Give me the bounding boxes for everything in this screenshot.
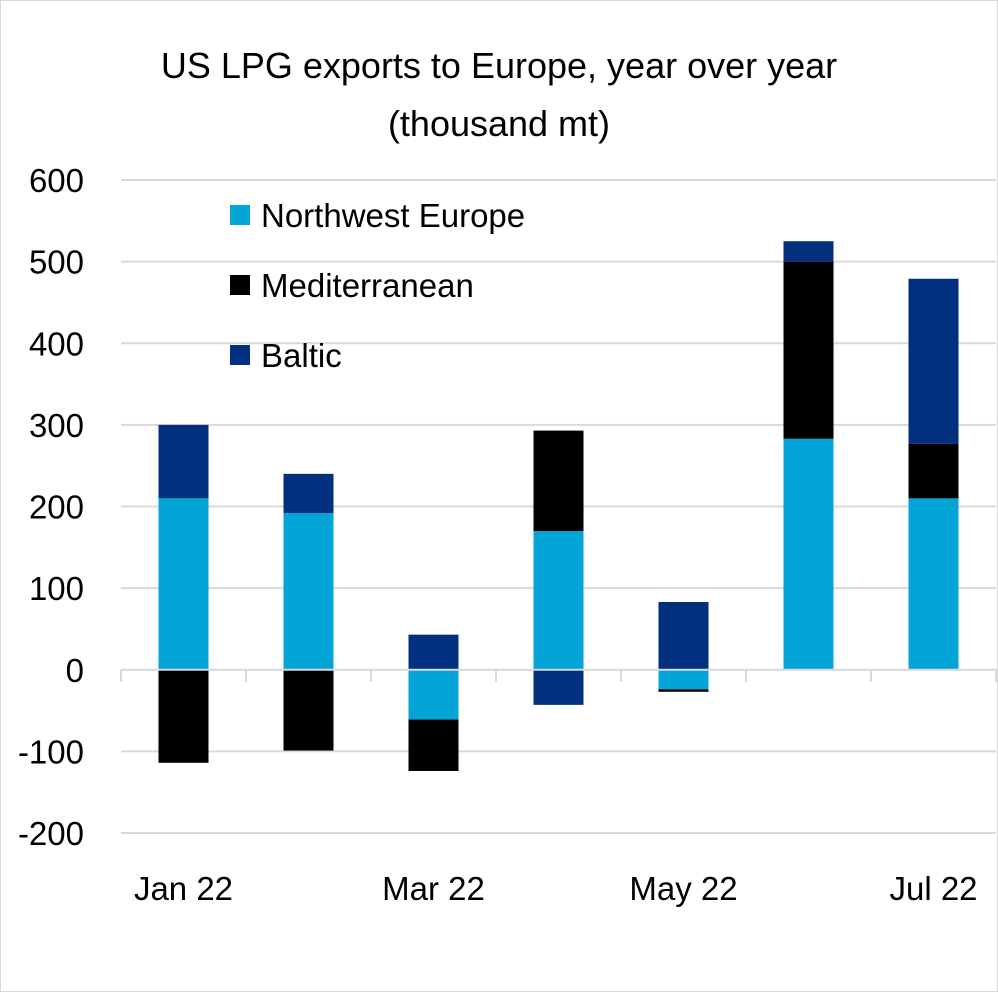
x-tick-label: May 22 [629, 870, 737, 907]
bar-mediterranean [283, 669, 334, 751]
legend-label: Mediterranean [261, 267, 474, 304]
x-tick-label: Mar 22 [382, 870, 485, 907]
bar-northwest-europe [783, 438, 834, 670]
y-tick-label: 300 [29, 407, 84, 444]
bar-baltic [283, 473, 334, 514]
x-tick-label: Jul 22 [889, 870, 977, 907]
y-tick-label: 100 [29, 570, 84, 607]
bar-mediterranean [533, 430, 584, 531]
bar-mediterranean [658, 689, 709, 692]
bar-northwest-europe [658, 669, 709, 690]
bar-mediterranean [158, 669, 209, 763]
legend-label: Baltic [261, 337, 342, 374]
y-tick-label: -100 [18, 733, 84, 770]
bar-northwest-europe [533, 530, 584, 670]
y-tick-label: 400 [29, 325, 84, 362]
bar-baltic [533, 669, 584, 705]
y-tick-label: 500 [29, 244, 84, 281]
bar-northwest-europe [283, 513, 334, 670]
legend-label: Northwest Europe [261, 197, 525, 234]
bar-baltic [658, 602, 709, 670]
chart-title: US LPG exports to Europe, year over year [161, 45, 837, 86]
bar-mediterranean [783, 261, 834, 439]
bar-mediterranean [408, 719, 459, 771]
bar-mediterranean [908, 443, 959, 499]
legend-swatch [230, 205, 250, 225]
bar-baltic [408, 634, 459, 670]
bar-baltic [908, 278, 959, 444]
legend-swatch [230, 345, 250, 365]
bar-baltic [158, 424, 209, 499]
chart-subtitle: (thousand mt) [388, 103, 610, 144]
bar-baltic [783, 241, 834, 262]
bar-northwest-europe [158, 498, 209, 670]
y-tick-label: -200 [18, 815, 84, 852]
bar-northwest-europe [408, 669, 459, 720]
y-tick-label: 600 [29, 162, 84, 199]
y-tick-label: 0 [66, 652, 84, 689]
x-tick-label: Jan 22 [134, 870, 233, 907]
bar-northwest-europe [908, 498, 959, 670]
legend-swatch [230, 275, 250, 295]
y-tick-label: 200 [29, 489, 84, 526]
